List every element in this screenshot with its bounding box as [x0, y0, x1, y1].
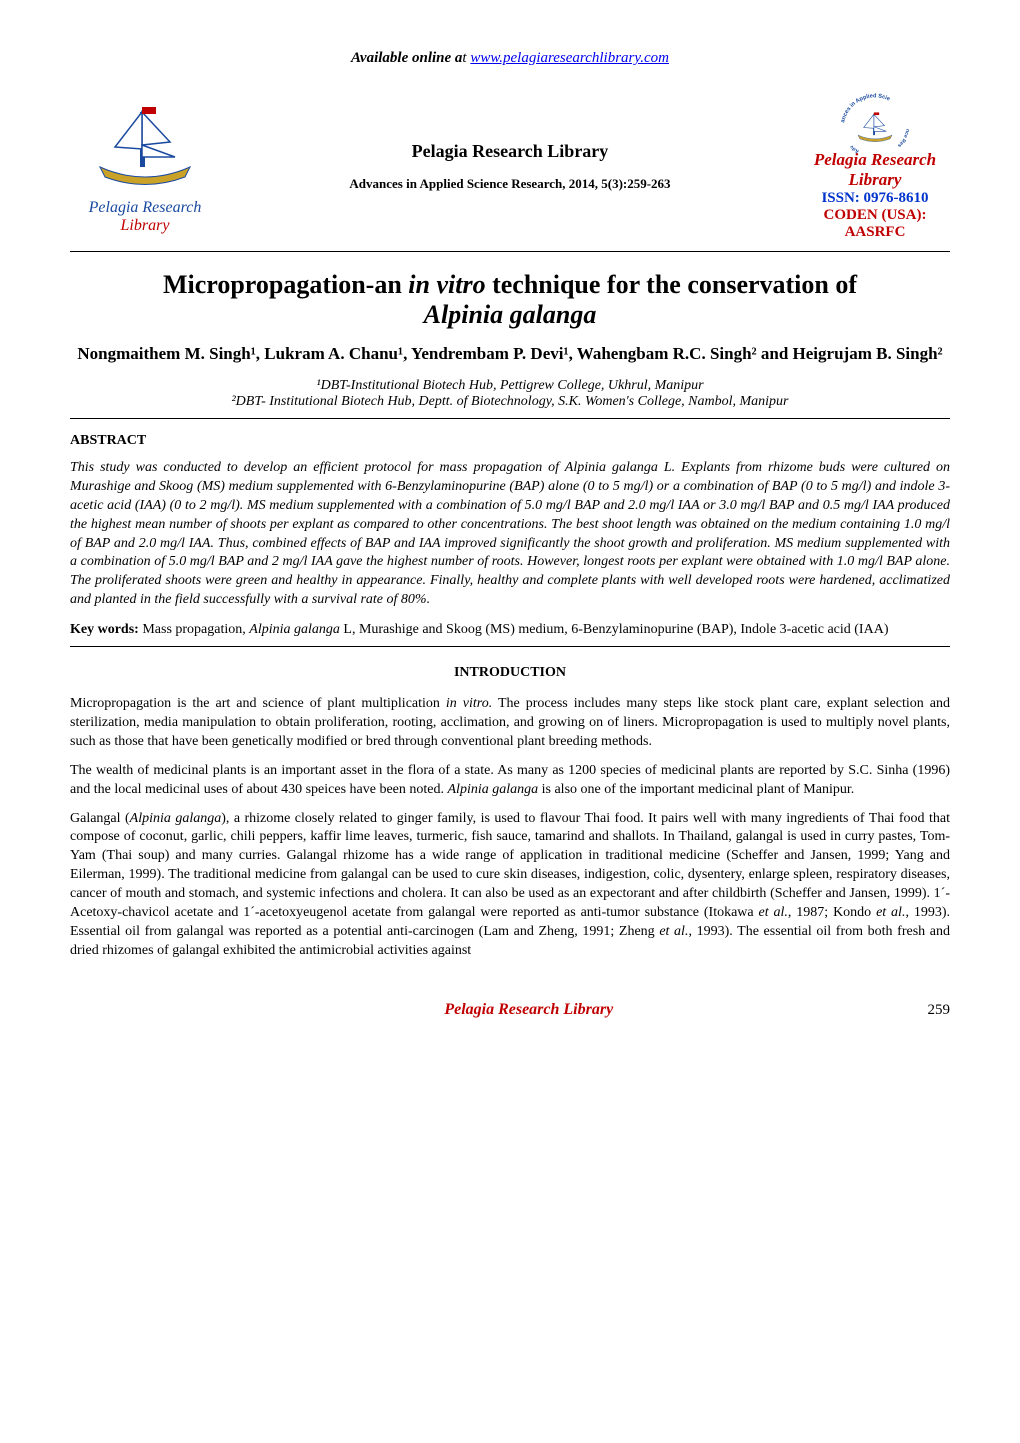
svg-text:nce Res: nce Res	[896, 128, 910, 148]
abstract-heading: ABSTRACT	[70, 433, 950, 449]
coden-line: CODEN (USA): AASRFC	[800, 207, 950, 241]
keywords-pre: Mass propagation,	[139, 622, 249, 637]
logo-right-line2: Library	[849, 170, 902, 190]
para3-ital4: et al.	[659, 924, 688, 939]
title-part2: technique for the conservation of	[486, 270, 857, 299]
divider-top	[70, 251, 950, 252]
header-url-link[interactable]: www.pelagiaresearchlibrary.com	[470, 50, 669, 66]
title-part1: Micropropagation-an	[163, 270, 408, 299]
logo-right: ances in Applied Scie nce Res Adv Pelagi…	[800, 91, 950, 241]
footer-center: Pelagia Research Library	[130, 1001, 928, 1019]
logo-left: Pelagia Research Library	[70, 91, 220, 241]
title-ital2: Alpinia galanga	[424, 300, 597, 329]
para3-ital1: Alpinia galanga	[130, 811, 222, 826]
affil-2: ²DBT- Institutional Biotech Hub, Deptt. …	[70, 394, 950, 410]
svg-text:ances in Applied Scie: ances in Applied Scie	[840, 93, 891, 123]
issn-line: ISSN: 0976-8610	[821, 190, 928, 207]
divider-affil	[70, 418, 950, 419]
para-3: Galangal (Alpinia galanga), a rhizome cl…	[70, 810, 950, 961]
paper-title: Micropropagation-an in vitro technique f…	[70, 270, 950, 330]
ship-logo-icon	[90, 97, 200, 197]
keywords-label: Key words:	[70, 622, 139, 637]
para3-mid2: , 1987; Kondo	[788, 905, 876, 920]
logo-left-line1: Pelagia Research	[89, 199, 202, 216]
available-t: t	[462, 50, 466, 66]
para1-ital: in vitro.	[446, 696, 492, 711]
authors: Nongmaithem M. Singh¹, Lukram A. Chanu¹,…	[70, 344, 950, 364]
logo-left-line2: Library	[121, 217, 170, 234]
para-1: Micropropagation is the art and science …	[70, 695, 950, 752]
para3-mid: ), a rhizome closely related to ginger f…	[70, 811, 950, 920]
header-row: Pelagia Research Library Pelagia Researc…	[70, 91, 950, 241]
journal-name: Pelagia Research Library	[220, 141, 800, 162]
para3-pre: Galangal (	[70, 811, 130, 826]
abstract-body: This study was conducted to develop an e…	[70, 459, 950, 610]
keywords: Key words: Mass propagation, Alpinia gal…	[70, 622, 950, 638]
keywords-ital: Alpinia galanga	[249, 622, 340, 637]
available-prefix: Available online a	[351, 50, 462, 66]
journal-issue: Advances in Applied Science Research, 20…	[220, 176, 800, 192]
footer: Pelagia Research Library 259	[70, 1001, 950, 1019]
para3-ital3: et al.	[876, 905, 905, 920]
keywords-post: L, Murashige and Skoog (MS) medium, 6-Be…	[340, 622, 889, 637]
para2-post: is also one of the important medicinal p…	[538, 782, 854, 797]
affil-1: ¹DBT-Institutional Biotech Hub, Pettigre…	[70, 378, 950, 394]
divider-keywords	[70, 646, 950, 647]
header-center: Pelagia Research Library Advances in App…	[220, 141, 800, 192]
logo-right-line1: Pelagia Research	[814, 150, 936, 170]
logo-left-text: Pelagia Research Library	[89, 199, 202, 234]
title-ital1: in vitro	[408, 270, 485, 299]
arc-logo-icon: ances in Applied Scie nce Res Adv	[810, 91, 940, 154]
page-number: 259	[928, 1002, 951, 1019]
para3-ital2: et al.	[759, 905, 788, 920]
para-2: The wealth of medicinal plants is an imp…	[70, 762, 950, 800]
para1-pre: Micropropagation is the art and science …	[70, 696, 446, 711]
para2-ital: Alpinia galanga	[448, 782, 539, 797]
header-available-line: Available online at www.pelagiaresearchl…	[70, 50, 950, 67]
introduction-heading: INTRODUCTION	[70, 665, 950, 681]
